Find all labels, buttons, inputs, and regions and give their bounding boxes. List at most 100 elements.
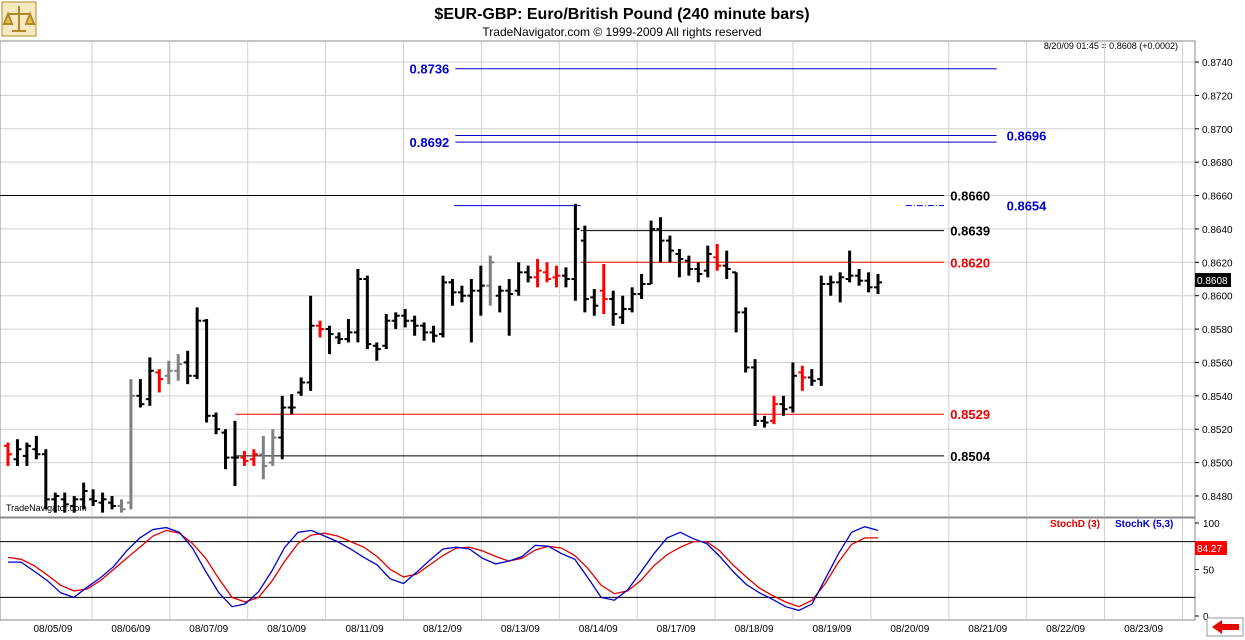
ohlc-bar <box>476 265 485 316</box>
ohlc-bar <box>306 295 315 391</box>
ohlc-bar <box>70 495 79 513</box>
date-axis: 08/05/09 08/06/09 08/07/09 08/10/09 08/11/09… <box>33 624 1163 635</box>
ohlc-bar <box>457 285 466 303</box>
ohlc-bar <box>391 312 400 330</box>
ohlc-bar <box>817 275 826 386</box>
price-tick-label: 0.8480 <box>1202 492 1233 503</box>
stoch-readout: 84.27 <box>1197 544 1222 555</box>
ohlc-bar <box>505 279 514 336</box>
date-tick-label: 08/06/09 <box>111 624 150 635</box>
price-bars <box>4 203 882 513</box>
ohlc-bar <box>467 279 476 343</box>
ohlc-bar <box>647 220 656 286</box>
ohlc-bar <box>486 255 495 306</box>
price-tick-label: 0.8700 <box>1202 125 1233 136</box>
ohlc-bar <box>533 258 542 288</box>
stoch-axis: 100 50 0 <box>1195 519 1220 623</box>
ohlc-bar <box>221 429 230 470</box>
date-tick-label: 08/23/09 <box>1124 624 1163 635</box>
ohlc-bar <box>429 325 438 343</box>
ohlc-bar <box>609 290 618 326</box>
price-tick-label: 0.8500 <box>1202 459 1233 470</box>
ohlc-bar <box>751 359 760 426</box>
ohlc-bar <box>769 395 778 425</box>
ohlc-bar <box>13 439 22 466</box>
ohlc-bar <box>495 285 504 313</box>
ohlc-bar <box>665 235 674 263</box>
ohlc-bar <box>628 287 637 313</box>
ohlc-bar <box>344 319 353 343</box>
ohlc-bar <box>193 307 202 380</box>
price-tick-label: 0.8660 <box>1202 192 1233 203</box>
level-label: 0.8736 <box>410 62 450 77</box>
ohlc-bar <box>382 314 391 350</box>
ohlc-bar <box>448 279 457 306</box>
ohlc-bar <box>334 332 343 345</box>
stoch-tick-label: 100 <box>1203 519 1220 530</box>
date-tick-label: 08/19/09 <box>812 624 851 635</box>
ohlc-bar <box>552 265 561 288</box>
ohlc-bar <box>202 319 211 423</box>
ohlc-bar <box>864 272 873 293</box>
ohlc-bar <box>524 265 533 283</box>
date-tick-label: 08/11/09 <box>345 624 384 635</box>
vertical-grid <box>91 42 1183 619</box>
ohlc-bar <box>249 449 258 466</box>
stoch-tick-label: 50 <box>1203 566 1215 577</box>
level-label: 0.8654 <box>1007 199 1048 214</box>
ohlc-bar <box>656 217 665 263</box>
level-label: 0.8660 <box>950 189 990 204</box>
ohlc-bar <box>164 360 173 385</box>
stochd-legend: StochD (3) <box>1050 519 1100 530</box>
price-tick-label: 0.8680 <box>1202 158 1233 169</box>
ohlc-bar <box>684 255 693 276</box>
ohlc-bar <box>126 379 135 510</box>
stoch-series-line <box>8 526 879 612</box>
ohlc-bar <box>826 275 835 296</box>
ohlc-bar <box>807 369 816 386</box>
ohlc-bar <box>22 442 31 466</box>
info-readout: 8/20/09 01:45 = 0.8608 (+0.0002) <box>1044 41 1178 51</box>
ohlc-bar <box>32 435 41 460</box>
left-arrow-icon[interactable] <box>1206 617 1244 637</box>
logo-icon[interactable] <box>1 1 37 37</box>
ohlc-bar <box>98 492 107 513</box>
ohlc-bar <box>268 429 277 466</box>
ohlc-bar <box>836 272 845 303</box>
ohlc-bar <box>136 379 145 408</box>
ohlc-bar <box>874 273 882 295</box>
ohlc-bar <box>316 320 325 338</box>
ohlc-bar <box>722 250 731 279</box>
watermark: TradeNavigator.com <box>6 503 87 513</box>
ohlc-bar <box>155 369 164 393</box>
ohlc-bar <box>543 262 552 283</box>
ohlc-bar <box>212 412 221 435</box>
ohlc-bar <box>401 309 410 328</box>
ohlc-bar <box>703 245 712 278</box>
ohlc-bar <box>571 203 580 301</box>
ohlc-bar <box>410 315 419 336</box>
ohlc-bar <box>732 271 741 333</box>
ohlc-bar <box>372 342 381 361</box>
date-tick-label: 08/10/09 <box>267 624 306 635</box>
ohlc-bar <box>420 322 429 341</box>
price-tick-label: 0.8520 <box>1202 425 1233 436</box>
ohlc-bar <box>60 492 69 513</box>
ohlc-bar <box>353 268 362 343</box>
stoch-grid <box>0 541 1195 598</box>
price-tick-label: 0.8720 <box>1202 91 1233 102</box>
ohlc-bar <box>4 442 12 466</box>
ohlc-bar <box>325 325 334 355</box>
date-tick-label: 08/18/09 <box>735 624 774 635</box>
copyright: TradeNavigator.com © 1999-2009 All right… <box>482 25 761 39</box>
ohlc-bar <box>637 273 646 300</box>
stoch-series-line <box>7 529 878 608</box>
date-tick-label: 08/13/09 <box>501 624 540 635</box>
stochk-legend: StochK (5,3) <box>1115 519 1173 530</box>
ohlc-bar <box>117 499 126 513</box>
ohlc-bar <box>297 377 306 396</box>
ohlc-bar <box>798 365 807 391</box>
price-tick-label: 0.8620 <box>1202 258 1233 269</box>
ohlc-bar <box>259 435 268 480</box>
